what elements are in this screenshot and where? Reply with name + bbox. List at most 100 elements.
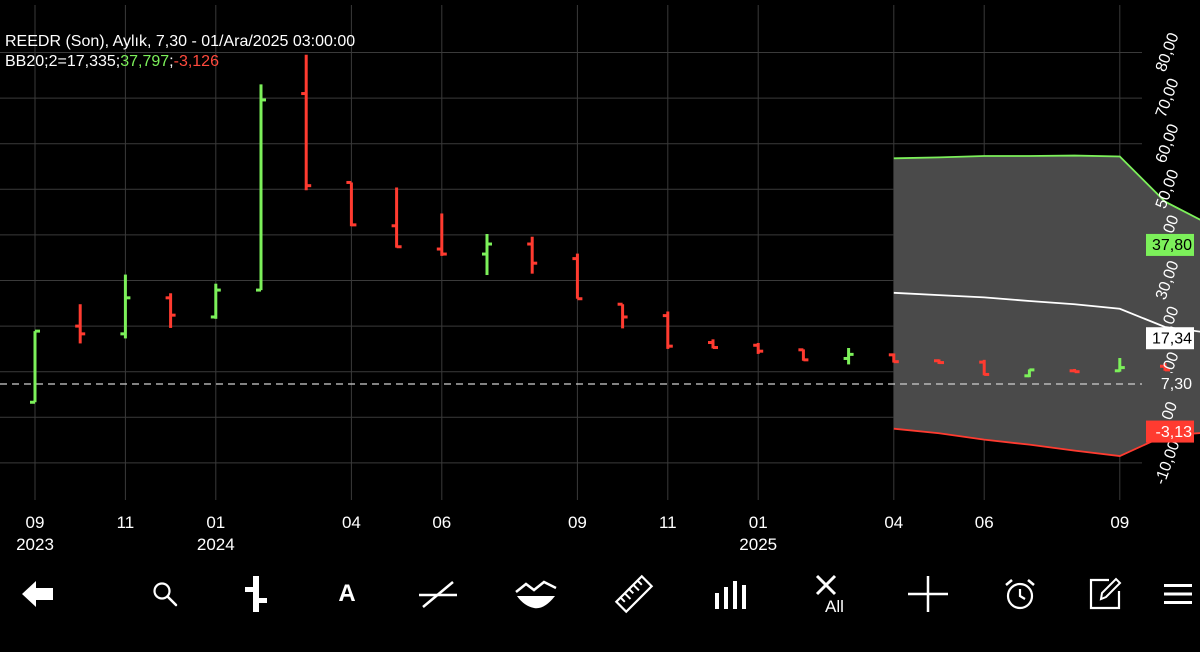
ohlc-bar [1024, 368, 1035, 378]
x-tick-label: 09 [26, 513, 45, 532]
x-year-label: 2024 [197, 535, 235, 554]
ohlc-bar [346, 180, 357, 227]
x-tick-label: 04 [884, 513, 903, 532]
price-tag-label: 37,80 [1152, 237, 1192, 254]
x-tick-label: 09 [1110, 513, 1129, 532]
delete-all-label: All [825, 597, 844, 616]
indicator-button[interactable] [508, 566, 564, 622]
y-tick-label: 60,00 [1153, 122, 1183, 166]
bb-prefix: BB20;2=17,335; [5, 53, 121, 70]
ruler-button[interactable] [606, 566, 662, 622]
bollinger-fill [893, 155, 1200, 457]
price-tag: -3,13 [1146, 420, 1194, 443]
bollinger-band [0, 154, 1200, 457]
edit-button[interactable] [1077, 566, 1133, 622]
x-tick-label: 11 [659, 513, 677, 532]
price-tag: 37,80 [1146, 233, 1194, 256]
x-tick-label: 06 [432, 513, 451, 532]
price-tag-box [1146, 327, 1194, 350]
bar-type-button[interactable] [228, 566, 284, 622]
ohlc-bar [527, 236, 538, 274]
price-tags: 37,80 17,34 7,30 -3,13 [1146, 233, 1194, 443]
x-year-label: 2023 [16, 535, 54, 554]
x-tick-label: 01 [749, 513, 768, 532]
ruler-icon [614, 574, 654, 614]
ohlc-bar [708, 339, 718, 350]
ohlc-bar [888, 353, 899, 364]
menu-button[interactable] [1150, 566, 1200, 622]
ohlc-bar [30, 329, 40, 404]
crosshair-icon [906, 574, 950, 614]
crosshair-button[interactable] [900, 566, 956, 622]
x-tick-label: 04 [342, 513, 361, 532]
y-tick-label: -10,00 [1152, 438, 1184, 487]
ohlc-bar [798, 348, 809, 362]
x-tick-label: 09 [568, 513, 587, 532]
y-tick-label: 70,00 [1153, 76, 1183, 120]
symbol-info: REEDR (Son), Aylık, 7,30 - 01/Ara/2025 0… [5, 33, 356, 50]
ohlc-bar [391, 187, 402, 249]
menu-icon [1163, 582, 1193, 606]
y-tick-label: 50,00 [1153, 167, 1183, 211]
ohlc-bar [301, 54, 312, 191]
alarm-button[interactable] [992, 566, 1048, 622]
trend-line-icon [417, 579, 459, 609]
back-arrow-icon [20, 579, 56, 609]
ohlc-bar [572, 253, 583, 301]
ohlc-bars [30, 54, 1170, 404]
search-icon [151, 580, 179, 608]
ohlc-bar [843, 347, 854, 365]
x-year-label: 2025 [739, 535, 777, 554]
ohlc-bar [210, 283, 221, 319]
x-tick-label: 06 [975, 513, 994, 532]
ohlc-bar [1069, 368, 1080, 374]
price-chart[interactable]: 80,0070,0060,0050,0040,0030,0020,0010,00… [0, 0, 1200, 560]
bb-separator: ; [169, 53, 174, 70]
text-tool-button[interactable]: A [319, 566, 375, 622]
ohlc-bar [617, 302, 628, 329]
price-tag-label: 7,30 [1161, 376, 1192, 393]
ohlc-bar [1114, 358, 1125, 373]
text-tool-icon: A [338, 580, 356, 607]
ohlc-bar [75, 304, 86, 344]
trend-line-button[interactable] [410, 566, 466, 622]
ohlc-bar [120, 274, 131, 339]
alarm-clock-icon [1003, 577, 1037, 611]
ohlc-bar [482, 233, 492, 276]
bollinger-lower-line [893, 427, 1200, 457]
price-tag-label: -3,13 [1156, 424, 1193, 441]
x-tick-label: 01 [206, 513, 225, 532]
bottom-toolbar: A All [0, 560, 1200, 652]
volume-button[interactable] [703, 566, 759, 622]
y-tick-label: 80,00 [1153, 31, 1183, 75]
chart-grid [0, 5, 1142, 500]
ohlc-bar [436, 213, 447, 256]
ohlc-bar [753, 342, 764, 354]
price-tag-box [1146, 373, 1194, 396]
ohlc-bar [662, 311, 673, 349]
edit-icon [1087, 576, 1123, 612]
price-tag: 7,30 [1146, 373, 1194, 396]
bollinger-upper-line [893, 154, 1200, 221]
bar-type-icon [243, 574, 269, 614]
volume-bars-icon [714, 579, 748, 609]
ohlc-bar [979, 359, 990, 376]
ohlc-bar [1160, 363, 1170, 372]
bollinger-info: BB20;2=17,335;37,797;-3,126 [5, 52, 219, 72]
indicator-icon [514, 578, 558, 610]
price-tag-box [1146, 420, 1194, 443]
ohlc-bar [165, 293, 176, 328]
bb-lower-value: -3,126 [173, 53, 219, 70]
price-tag-box [1146, 233, 1194, 256]
search-button[interactable] [137, 566, 193, 622]
ohlc-bar [934, 359, 944, 365]
bollinger-middle-line [893, 291, 1200, 333]
price-tag: 17,34 [1146, 327, 1194, 350]
bb-upper-value: 37,797 [120, 53, 170, 70]
price-tag-label: 17,34 [1152, 330, 1192, 347]
ohlc-bar [256, 84, 266, 292]
delete-all-icon: All [805, 572, 851, 616]
back-button[interactable] [10, 566, 66, 622]
delete-all-button[interactable]: All [800, 566, 856, 622]
x-tick-label: 11 [117, 513, 135, 532]
